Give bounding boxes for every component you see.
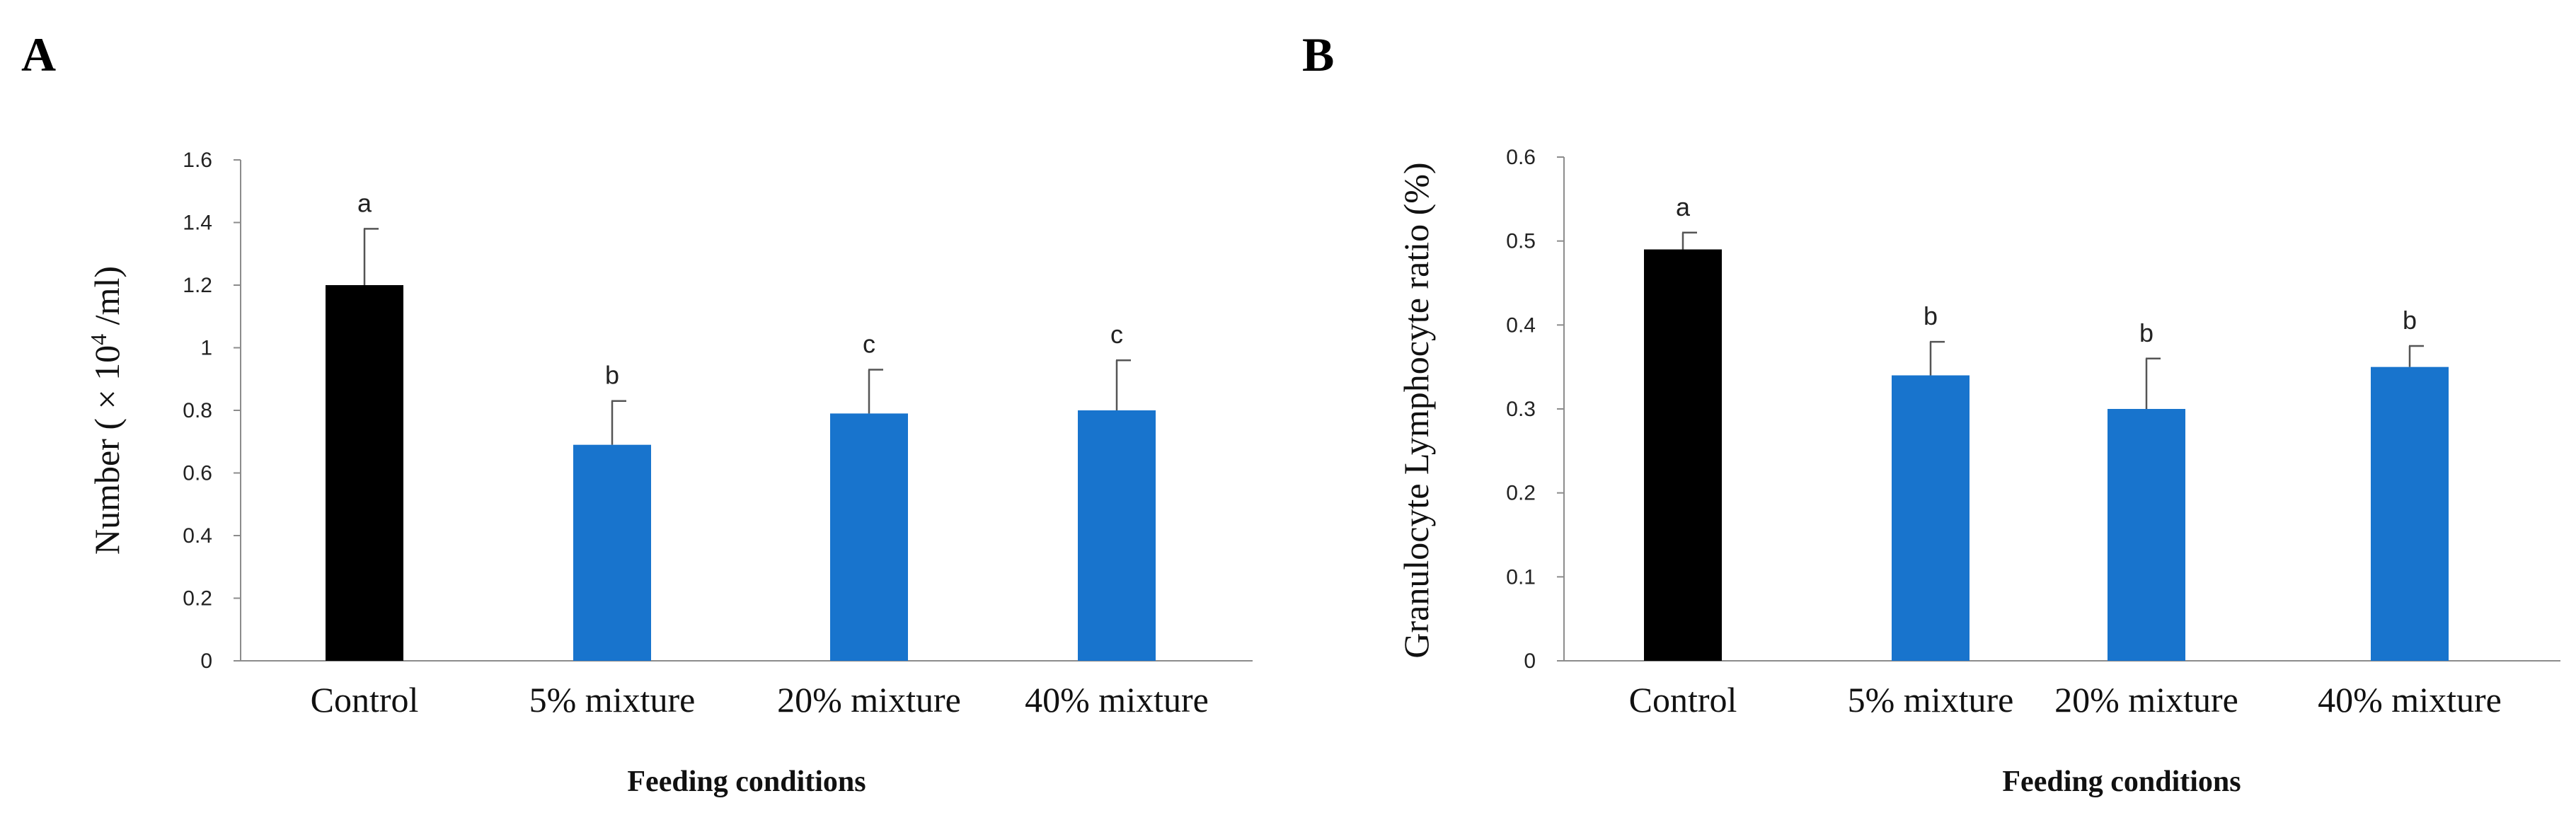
category-label: Control (311, 680, 419, 720)
significance-letter: c (863, 329, 875, 358)
bar-4 (2371, 366, 2449, 661)
significance-letter: b (1924, 301, 1938, 330)
category-label: 20% mixture (777, 680, 961, 720)
y-tick-label: 1 (200, 337, 212, 360)
y-tick-label: 0.2 (183, 587, 212, 611)
y-tick-label: 0.3 (1506, 398, 1536, 421)
y-tick-label: 1.6 (183, 149, 212, 172)
y-tick-label: 1.2 (183, 274, 212, 297)
y-tick-label: 0.6 (183, 462, 212, 485)
y-tick-label: 0.8 (183, 399, 212, 422)
y-tick-label: 0.4 (183, 524, 212, 548)
bar-4 (1078, 410, 1156, 661)
bar-1 (326, 285, 403, 661)
y-axis-title: Granulocyte Lymphocyte ratio (%) (1396, 162, 1436, 658)
significance-letter: c (1110, 320, 1123, 349)
chart-panel-b: B 0 0.1 0.2 0.3 0.4 0.5 0.6 a Control b 5% mixture b… (1302, 28, 2560, 798)
panel-label: B (1302, 28, 1334, 81)
category-label: 40% mixture (2318, 680, 2502, 720)
chart-panel-a: A 0 0.2 0.4 0.6 0.8 1 1.2 1.4 1.6 a Control b 5% mixt… (21, 28, 1253, 798)
bar-3 (830, 413, 908, 661)
panel-label: A (21, 28, 56, 81)
category-label: 40% mixture (1025, 680, 1209, 720)
y-axis-title: Number ( × 104 /ml) (86, 266, 127, 555)
category-label: 5% mixture (529, 680, 696, 720)
significance-letter: a (357, 188, 372, 217)
y-tick-label: 0.4 (1506, 313, 1536, 337)
y-tick-label: 0 (200, 649, 212, 673)
category-label: Control (1629, 680, 1737, 720)
significance-letter: b (605, 361, 619, 390)
significance-letter: b (2139, 318, 2154, 347)
y-axis-title-suffix: /ml) (87, 266, 127, 334)
x-axis-title: Feeding conditions (2002, 766, 2241, 798)
significance-letter: a (1676, 192, 1691, 221)
y-tick-label: 0.2 (1506, 482, 1536, 505)
y-tick-label: 0.1 (1506, 565, 1536, 589)
bar-3 (2108, 409, 2185, 661)
bar-2 (1892, 375, 1970, 661)
y-tick-label: 0 (1524, 649, 1536, 673)
x-axis-title: Feeding conditions (627, 766, 866, 798)
y-tick-label: 0.6 (1506, 146, 1536, 169)
y-tick-label: 1.4 (183, 212, 212, 235)
y-axis-title-prefix: Number ( × 10 (87, 345, 127, 555)
category-label: 20% mixture (2054, 680, 2238, 720)
bar-2 (573, 444, 651, 661)
bar-1 (1644, 249, 1722, 661)
category-label: 5% mixture (1848, 680, 2014, 720)
y-axis-title-superscript: 4 (86, 334, 111, 345)
y-tick-label: 0.5 (1506, 230, 1536, 253)
significance-letter: b (2403, 306, 2417, 335)
